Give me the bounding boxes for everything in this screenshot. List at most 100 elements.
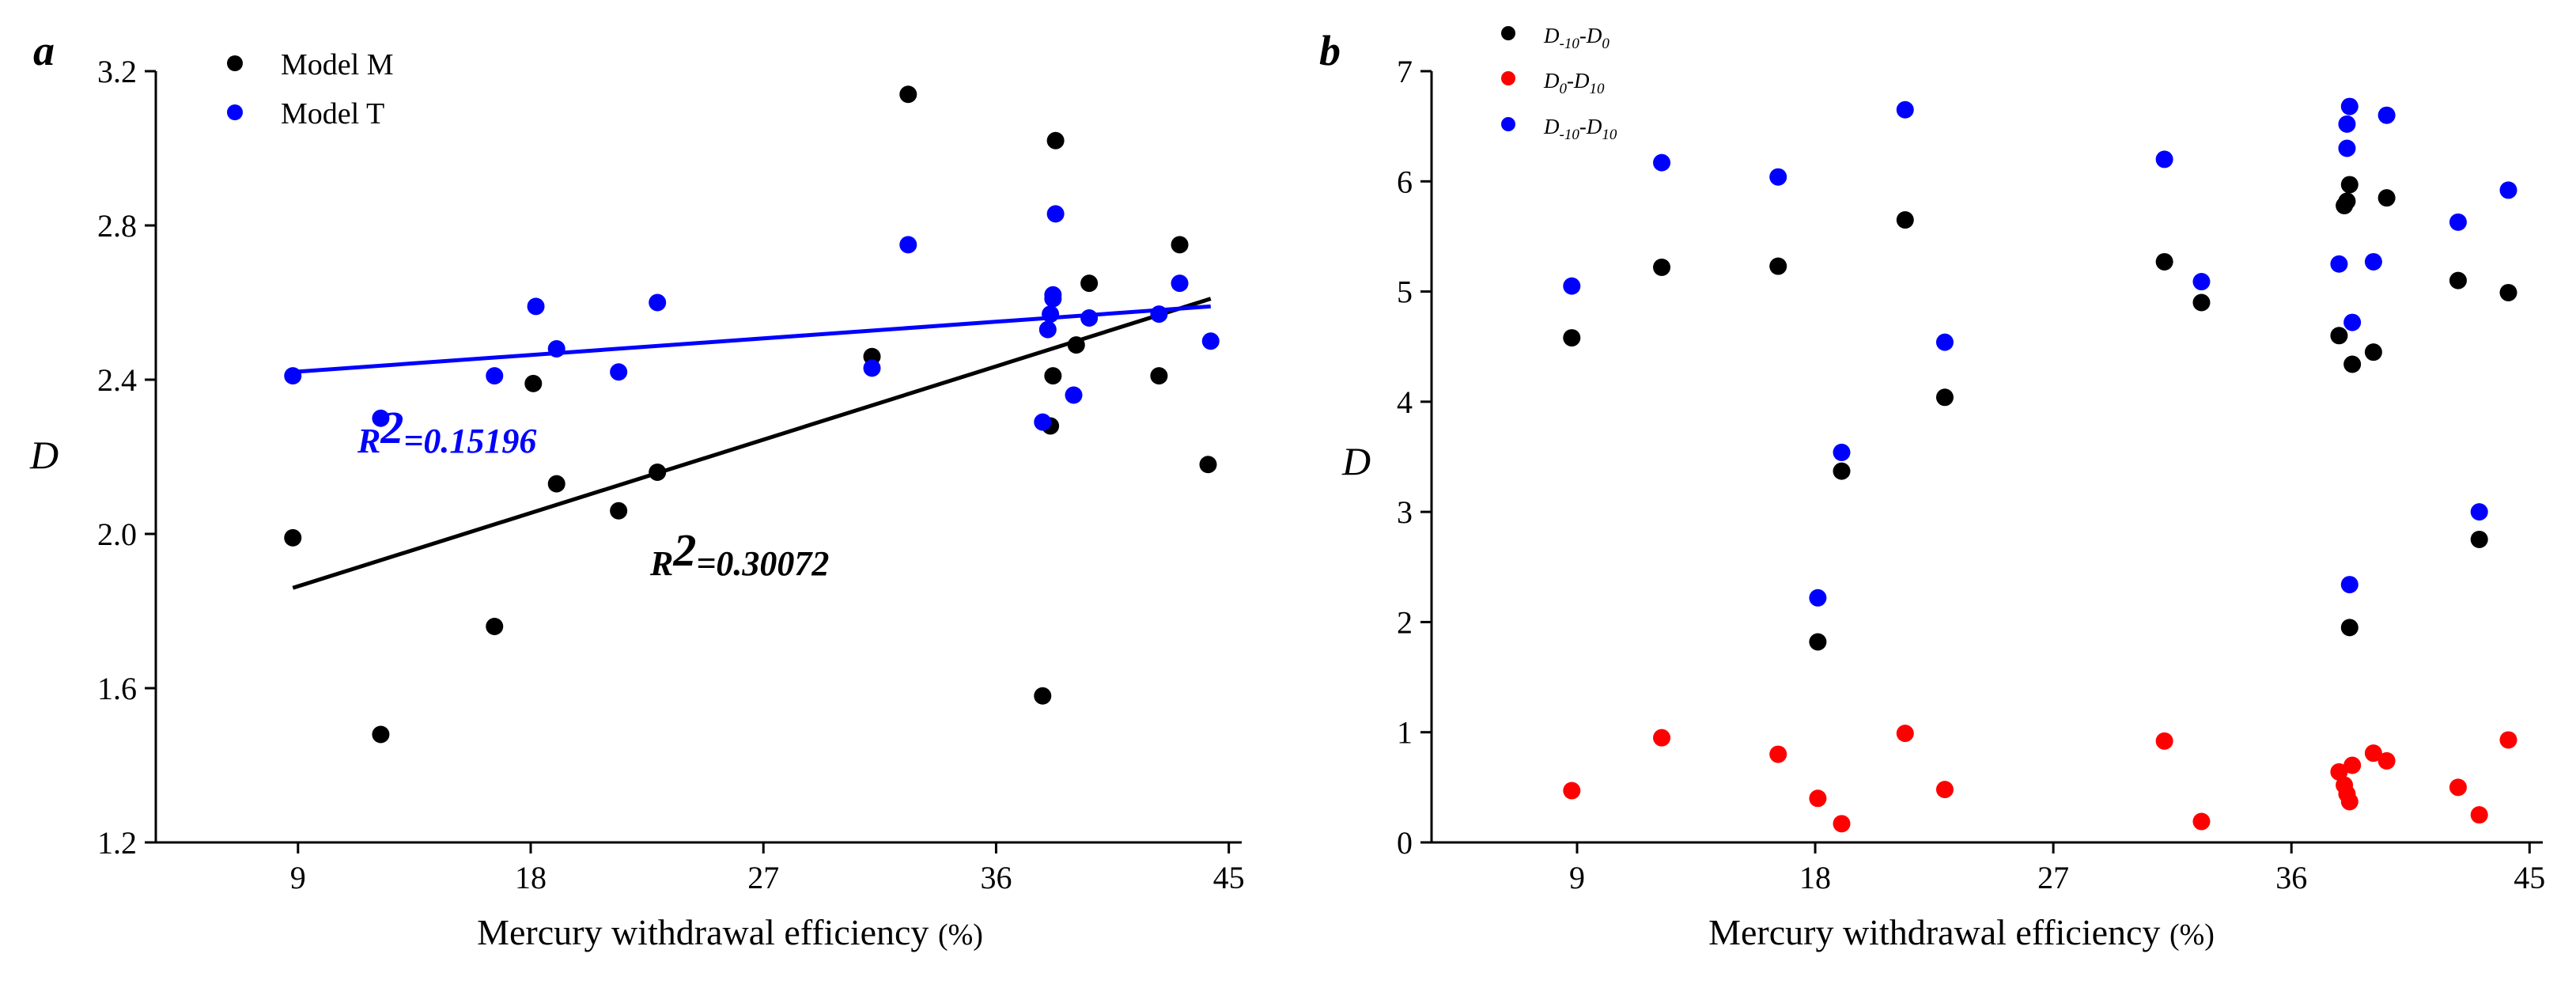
legend-d-10-d10-part1: D — [1543, 115, 1560, 138]
data-point-d-10-d10 — [2364, 252, 2382, 271]
r2-model-t-value: =0.15196 — [403, 422, 536, 460]
data-point-d-10-d0 — [1896, 211, 1914, 229]
panel-a-x-tick-label: 36 — [980, 860, 1012, 895]
data-point-d-10-d10 — [1833, 443, 1851, 461]
data-point-model-t — [1201, 332, 1220, 350]
data-point-d-10-d10 — [2340, 576, 2358, 594]
data-point-model-t — [610, 363, 628, 381]
data-point-d0-d10 — [1653, 729, 1671, 747]
data-point-d-10-d10 — [2499, 181, 2517, 199]
data-point-d-10-d0 — [1769, 257, 1787, 275]
data-point-d0-d10 — [2377, 751, 2396, 770]
panel-a-y-tick-label: 2.0 — [97, 517, 137, 552]
data-point-d-10-d10 — [2340, 97, 2358, 115]
panel-b-x-tick-label: 27 — [2037, 860, 2069, 895]
data-point-model-t — [1171, 274, 1189, 293]
panel-a-x-tick-label: 18 — [515, 860, 547, 895]
panel-b-x-tick-label: 9 — [1569, 860, 1585, 895]
data-point-d-10-d10 — [1935, 333, 1954, 351]
legend-model-m-label: Model M — [281, 48, 394, 81]
fit-line-model-m — [292, 297, 1212, 590]
data-point-model-m — [1150, 367, 1168, 385]
data-point-model-t — [284, 367, 302, 385]
data-point-d-10-d0 — [2192, 293, 2211, 312]
data-point-model-t — [649, 293, 667, 312]
data-point-d-10-d10 — [1896, 100, 1914, 119]
data-point-model-t — [1044, 286, 1062, 304]
data-point-model-m — [1046, 131, 1065, 149]
data-point-d-10-d10 — [2377, 106, 2396, 124]
data-point-d0-d10 — [1563, 782, 1581, 800]
data-point-d-10-d10 — [2470, 503, 2488, 521]
data-point-model-m — [610, 501, 628, 520]
data-point-model-m — [899, 85, 917, 104]
data-point-d-10-d10 — [2338, 115, 2356, 133]
data-point-model-t — [486, 367, 504, 385]
legend-d0-d10-part2: 0 — [1560, 81, 1568, 97]
panel-a-x-axis-title: Mercury withdrawal efficiency — [477, 912, 929, 952]
legend-d-10-d0-part2: -10 — [1560, 36, 1580, 52]
data-point-model-m — [372, 725, 390, 744]
data-point-d-10-d10 — [1653, 153, 1671, 172]
data-point-d-10-d0 — [2338, 192, 2356, 210]
data-point-model-t — [372, 409, 390, 427]
panel-b-y-tick-label: 3 — [1397, 494, 1413, 530]
panel-b-y-tick-label: 6 — [1397, 164, 1413, 199]
data-point-d-10-d10 — [1563, 277, 1581, 295]
panel-a-label: a — [33, 27, 55, 74]
data-point-model-m — [1171, 236, 1189, 254]
panel-a-x-tick-label: 45 — [1213, 860, 1245, 895]
data-point-d-10-d10 — [2343, 313, 2362, 331]
r2-model-m-annotation: R2=0.30072 — [649, 524, 829, 583]
panel-a-x-tick-label: 27 — [747, 860, 779, 895]
data-point-model-t — [1046, 205, 1065, 223]
legend-d-10-d10-part4: 10 — [1602, 127, 1617, 143]
data-point-model-t — [1080, 309, 1099, 327]
data-point-d-10-d10 — [2338, 139, 2356, 157]
data-point-model-m — [1067, 336, 1085, 354]
legend-d0-d10-label: D0-D10 — [1543, 69, 1605, 97]
data-point-d-10-d0 — [2340, 619, 2358, 637]
data-point-d-10-d0 — [2343, 355, 2362, 373]
data-point-model-m — [1034, 687, 1052, 705]
data-point-d-10-d10 — [2192, 273, 2211, 291]
data-point-model-t — [527, 297, 545, 316]
data-point-model-t — [1034, 413, 1052, 431]
legend-d-10-d10-part3: -D — [1579, 115, 1602, 138]
panel-a-y-tick-label: 1.2 — [97, 825, 137, 861]
panel-b-x-axis-unit: (%) — [2169, 918, 2215, 952]
legend-d-10-d0-part4: 0 — [1602, 36, 1610, 52]
data-point-d-10-d0 — [1653, 258, 1671, 276]
data-point-model-m — [1044, 367, 1062, 385]
data-point-model-t — [1065, 386, 1083, 404]
data-point-d0-d10 — [1935, 781, 1954, 799]
data-point-model-t — [1042, 305, 1060, 324]
data-point-d-10-d10 — [2330, 255, 2348, 273]
legend-model-t-marker — [227, 104, 243, 120]
data-point-d-10-d0 — [1935, 388, 1954, 407]
legend-d0-d10-part4: 10 — [1590, 81, 1606, 97]
data-point-d-10-d0 — [2470, 530, 2488, 548]
legend-d0-d10-part3: -D — [1567, 69, 1590, 93]
panel-a-x-axis-label: Mercury withdrawal efficiency (%) — [477, 912, 983, 952]
panel-a-y-tick-label: 2.8 — [97, 208, 137, 244]
data-point-d-10-d0 — [2340, 176, 2358, 194]
panel-b-x-tick-label: 45 — [2514, 860, 2545, 895]
data-point-d0-d10 — [2449, 778, 2467, 797]
panel-b-x-axis-label: Mercury withdrawal efficiency (%) — [1708, 912, 2215, 952]
data-point-d0-d10 — [1896, 725, 1914, 743]
legend-d-10-d10-label: D-10-D10 — [1543, 115, 1617, 143]
panel-b-y-tick-label: 4 — [1397, 384, 1413, 420]
r2-model-m-value: =0.30072 — [696, 544, 829, 583]
data-point-d-10-d0 — [2330, 327, 2348, 345]
panel-b-y-tick-label: 1 — [1397, 715, 1413, 751]
panel-a-y-tick-label: 3.2 — [97, 54, 137, 89]
panel-b-label: b — [1319, 27, 1341, 74]
legend-d0-d10-part1: D — [1543, 69, 1560, 93]
data-point-d0-d10 — [2499, 731, 2517, 749]
data-point-d-10-d0 — [1833, 462, 1851, 480]
panel-a: a D 1.2 1.6 2.0 2.4 2.8 3.2 9 18 27 36 45 Model M … — [29, 27, 1245, 952]
panel-b-y-tick-label: 5 — [1397, 274, 1413, 310]
